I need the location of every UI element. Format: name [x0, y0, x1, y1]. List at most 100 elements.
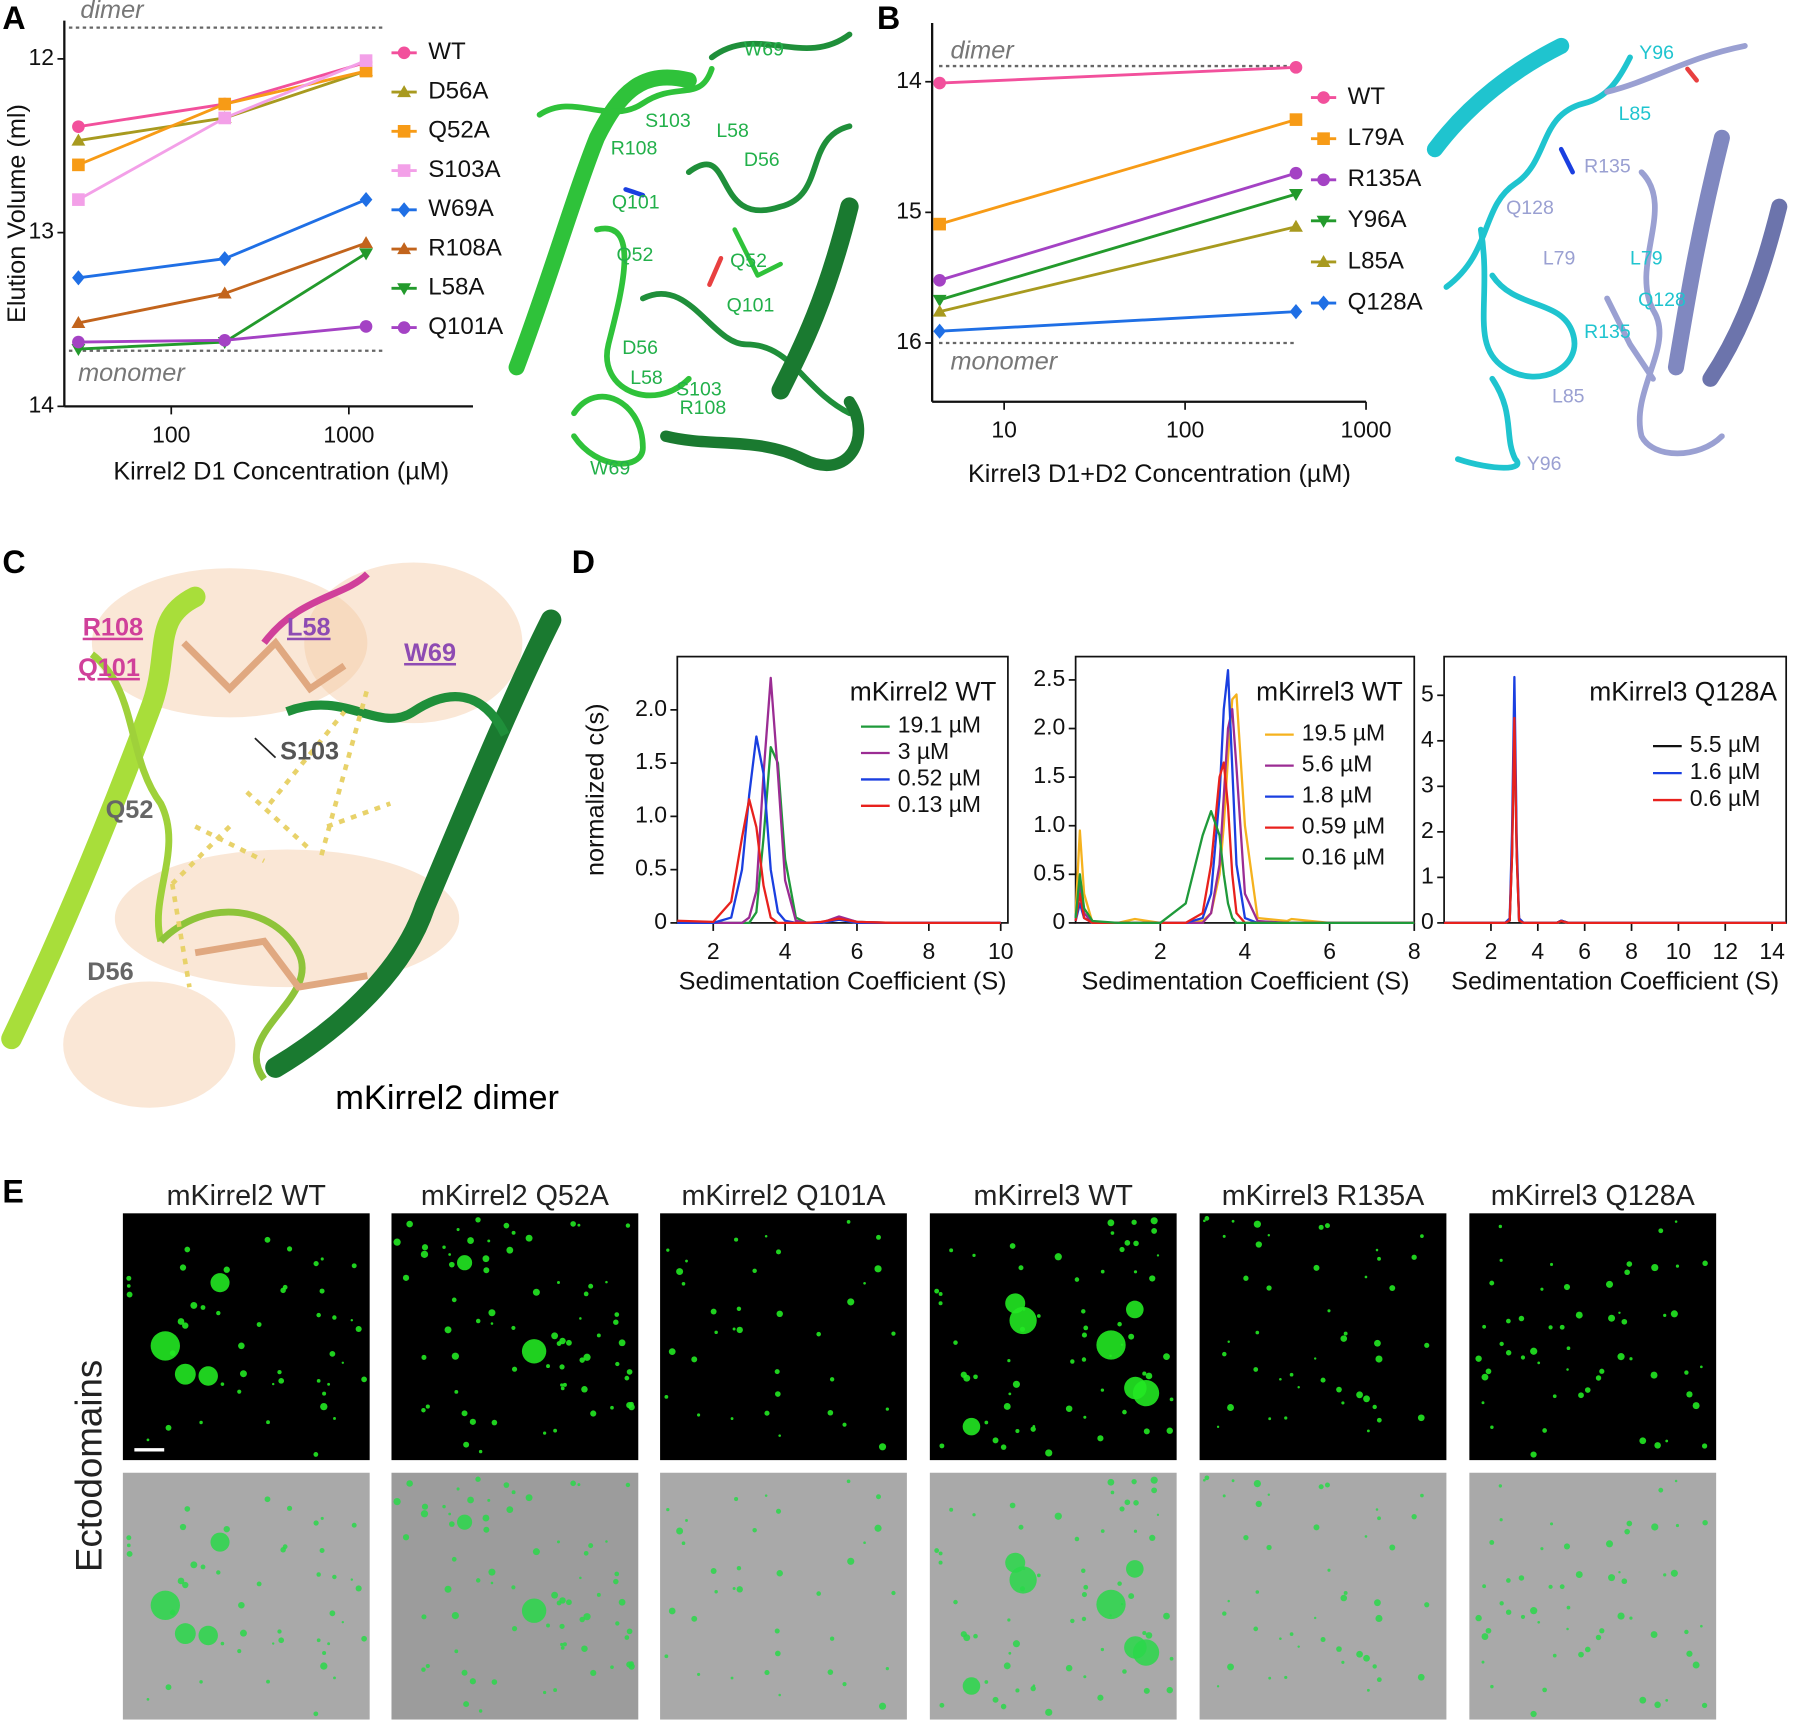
legend-marker — [1316, 255, 1331, 267]
fluorescence-spot — [282, 1284, 288, 1290]
fluorescence-spot — [320, 1516, 324, 1520]
fluorescence-spot — [1163, 1612, 1170, 1620]
fluorescence-spot — [448, 1253, 452, 1256]
fluorescence-spot — [1000, 1444, 1007, 1450]
fluorescence-spot — [588, 1283, 594, 1289]
fluorescence-spot — [421, 1503, 429, 1510]
fluorescence-spot — [1012, 1640, 1020, 1648]
fluorescence-spot — [286, 1505, 293, 1511]
fluorescence-spot — [182, 1322, 189, 1329]
fluorescence-spot — [1268, 1417, 1272, 1421]
fluorescence-spot — [490, 1581, 494, 1585]
legend-marker — [397, 283, 412, 296]
fluorescence-spot — [579, 1576, 582, 1580]
fluorescence-spot — [1003, 1403, 1011, 1410]
fluorescence-spot — [1227, 1340, 1230, 1343]
fluorescence-spot — [1126, 1300, 1144, 1319]
fluorescence-spot — [1255, 1590, 1260, 1594]
fluorescence-spot — [615, 1361, 620, 1367]
legend-marker — [397, 85, 412, 98]
fluorescence-spot — [1552, 1653, 1557, 1658]
fluorescence-spot — [1096, 1330, 1126, 1360]
fluorescence-spot — [1313, 1524, 1320, 1531]
fluorescence-spot — [885, 1666, 889, 1671]
fluorescence-spot — [1617, 1353, 1625, 1361]
fluorescence-spot — [1700, 1365, 1703, 1369]
fluorescence-spot — [734, 1237, 739, 1242]
fluorescence-spot — [487, 1498, 491, 1502]
fluorescence-spot — [1122, 1669, 1127, 1674]
fluorescence-spot — [992, 1437, 999, 1444]
fluorescence-spot — [1142, 1371, 1147, 1376]
fluorescence-spot — [421, 1614, 427, 1620]
fluorescence-spot — [1629, 1616, 1633, 1620]
fluorescence-spot — [1343, 1331, 1348, 1336]
fluorescence-spot — [816, 1591, 821, 1596]
fluorescence-spot — [402, 1274, 410, 1281]
residue-label: L79 — [1630, 248, 1663, 270]
fluorescence-spot — [1530, 1451, 1537, 1458]
fluorescence-spot — [467, 1237, 474, 1244]
legend-label: Q52A — [428, 117, 491, 144]
legend-marker — [1317, 295, 1330, 311]
fluorescence-spot — [556, 1341, 562, 1346]
fluorescence-spot — [1537, 1620, 1541, 1624]
fluorescence-spot — [676, 1527, 684, 1535]
marker — [72, 335, 85, 349]
fluorescence-spot — [1566, 1346, 1571, 1351]
fluorescence-spot — [1054, 1512, 1062, 1520]
fluorescence-spot — [1096, 1589, 1126, 1620]
fluorescence-spot — [277, 1629, 282, 1634]
fluorescence-spot — [1124, 1499, 1131, 1506]
fluorescence-spot — [972, 1253, 976, 1257]
fluorescence-spot — [1045, 1449, 1053, 1457]
y-tick-label: 3 — [1421, 771, 1434, 797]
marker — [359, 320, 373, 333]
fluorescence-image — [391, 1213, 639, 1461]
fluorescence-spot — [1675, 1264, 1680, 1268]
fluorescence-spot — [1007, 1358, 1011, 1363]
fluorescence-spot — [1097, 1694, 1104, 1701]
marker — [359, 54, 373, 67]
fluorescence-spot — [282, 1544, 288, 1550]
fluorescence-spot — [1363, 1395, 1370, 1403]
fluorescence-spot — [1374, 1599, 1381, 1607]
fluorescence-spot — [938, 1292, 943, 1296]
fluorescence-spot — [596, 1333, 601, 1338]
fluorescence-spot — [1481, 1401, 1485, 1405]
residue-label: D56 — [622, 337, 658, 359]
fluorescence-spot — [1081, 1332, 1087, 1338]
fluorescence-spot — [863, 1281, 866, 1285]
fluorescence-spot — [1651, 1263, 1659, 1272]
legend-label: L58A — [428, 274, 485, 301]
fluorescence-spot — [1530, 1607, 1538, 1615]
fluorescence-spot — [319, 1288, 325, 1294]
fluorescence-spot — [973, 1374, 978, 1380]
fluorescence-spot — [1284, 1416, 1288, 1420]
fluorescence-spot — [1490, 1684, 1494, 1689]
y-tick-label: 2.0 — [1033, 714, 1065, 740]
fluorescence-spot — [1037, 1573, 1041, 1578]
residue-label: Q101 — [727, 295, 775, 317]
legend-marker — [1316, 215, 1331, 228]
fluorescence-spot — [666, 1507, 670, 1512]
fluorescence-spot — [551, 1591, 559, 1599]
fluorescence-spot — [1482, 1584, 1487, 1589]
fluorescence-spot — [1701, 1702, 1708, 1709]
fluorescence-spot — [1279, 1377, 1282, 1381]
y-tick-label: 15 — [896, 197, 922, 223]
fluorescence-spot — [546, 1623, 550, 1628]
fluorescence-spot — [1081, 1591, 1087, 1598]
fluorescence-spot — [421, 1244, 429, 1251]
legend-label: 5.6 µM — [1302, 751, 1373, 777]
fluorescence-spot — [736, 1566, 742, 1571]
fluorescence-spot — [329, 1610, 336, 1617]
fluorescence-spot — [351, 1522, 357, 1528]
fluorescence-spot — [557, 1280, 560, 1284]
residue-label: Q128 — [1638, 289, 1686, 311]
fluorescence-spot — [579, 1616, 585, 1623]
fluorescence-spot — [1599, 1368, 1605, 1374]
fluorescence-spot — [322, 1391, 327, 1396]
marker — [1289, 219, 1303, 232]
fluorescence-spot — [444, 1585, 452, 1593]
